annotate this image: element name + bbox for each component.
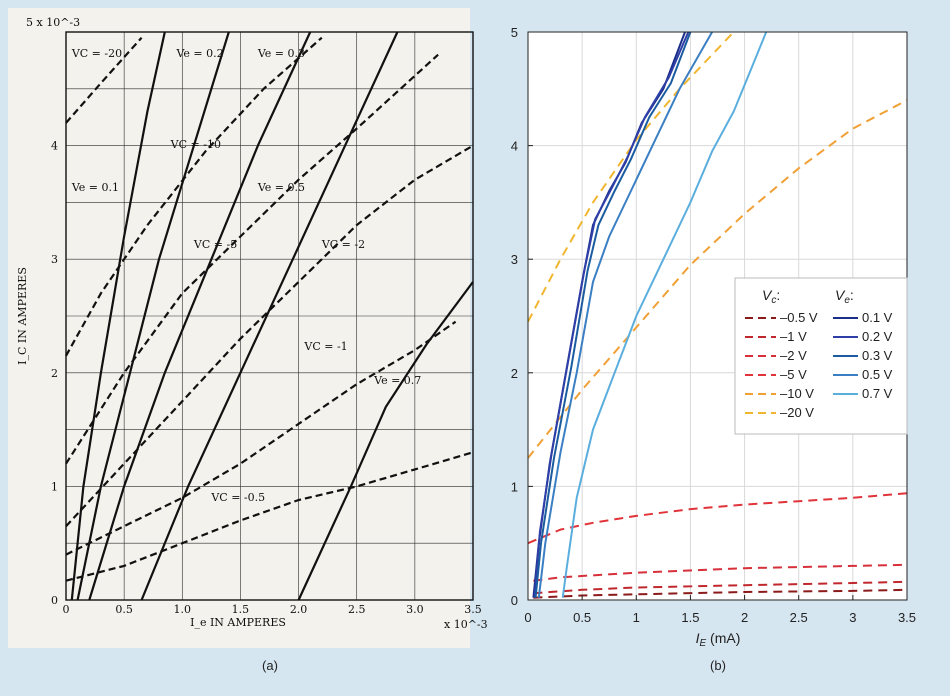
panel-a-ytick: 1 [51, 480, 58, 493]
panel-b-ytick: 4 [511, 139, 518, 154]
panel-a-series-line [65, 144, 474, 527]
panel-a-annotation: VC = -20 [71, 47, 122, 60]
legend-vc-label: –2 V [780, 348, 807, 363]
panel-b-ytick: 0 [511, 593, 518, 608]
panel-b-legend: Vc: Ve: –0.5 V –1 V –2 V –5 V –10 V –20 V 0.1 … [734, 277, 908, 435]
panel-a-series-line [65, 36, 143, 124]
panel-a-grid [66, 32, 473, 600]
panel-a-frame [65, 31, 474, 601]
panel-b-series [527, 31, 908, 599]
panel-a-tick-labels: 0 0.5 1.0 1.5 2.0 2.5 3.0 3.5 0 1 2 3 4 [51, 140, 482, 616]
panel-a-annotation: Ve = 0.5 [257, 181, 305, 194]
panel-b-ytick: 5 [511, 25, 518, 40]
panel-b-xtick: 1.5 [681, 610, 699, 625]
panel-a-xtick: 1.5 [232, 603, 250, 616]
legend-ve-label: 0.3 V [862, 348, 893, 363]
legend-vc-label: –1 V [780, 329, 807, 344]
panel-b-ytick: 2 [511, 366, 518, 381]
panel-a-annotation: Ve = 0.3 [257, 47, 305, 60]
panel-b-series-line [533, 580, 908, 595]
panel-a-annotations: VC = -20 Ve = 0.2 Ve = 0.3 VC = -10 Ve = 0.1… [71, 47, 421, 504]
panel-a-ytick: 0 [51, 594, 58, 607]
panel-a-series [65, 31, 474, 601]
panel-b-series-line [534, 31, 692, 598]
panel-a-series-line [76, 31, 230, 601]
panel-b-xtick: 2.5 [790, 610, 808, 625]
panel-b-chart: 0 0.5 1 1.5 2 2.5 3 3.5 0 1 2 3 4 5 IE (mA) Vc: Ve: –… [511, 25, 916, 649]
legend-vc-label: –5 V [780, 367, 807, 382]
panel-a-xtick: 0 [63, 603, 70, 616]
panel-a-xlabel: I_e IN AMPERES [190, 616, 286, 629]
caption-a: (a) [262, 658, 278, 673]
panel-a-series-line [88, 31, 312, 601]
panel-b-series-line [533, 588, 908, 599]
legend-ve-label: 0.5 V [862, 367, 893, 382]
panel-b-series-line [537, 31, 713, 598]
legend-vc-header: Vc: [762, 287, 780, 306]
panel-a-annotation: VC = -1 [303, 340, 347, 353]
panel-a-series-line [70, 31, 166, 601]
legend-vc-label: –0.5 V [780, 310, 818, 325]
panel-a-series-line [140, 31, 399, 601]
panel-a-series-line [297, 281, 474, 601]
panel-b-series-line [533, 31, 690, 598]
panel-a-xtick: 2.5 [348, 603, 366, 616]
panel-a-ytick: 3 [51, 253, 58, 266]
panel-b-ytick: 3 [511, 252, 518, 267]
panel-a-ytick: 4 [51, 140, 58, 153]
panel-a-chart: 0 0.5 1.0 1.5 2.0 2.5 3.0 3.5 0 1 2 3 4 VC = -20 Ve =… [8, 8, 488, 648]
panel-a-x-scale: x 10^-3 [444, 618, 488, 631]
panel-a-xtick: 2.0 [290, 603, 308, 616]
panel-b-tick-labels: 0 0.5 1 1.5 2 2.5 3 3.5 0 1 2 3 4 5 [511, 25, 916, 625]
legend-ve-label: 0.2 V [862, 329, 893, 344]
panel-a-series-line [65, 36, 323, 357]
panel-a-xtick: 3.0 [406, 603, 424, 616]
panel-a-annotation: VC = -10 [170, 138, 221, 151]
panel-a-annotation: Ve = 0.7 [373, 374, 421, 387]
panel-a-ytick: 2 [51, 367, 58, 380]
panel-b-xtick: 0.5 [573, 610, 591, 625]
legend-ve-label: 0.1 V [862, 310, 893, 325]
legend-ve-header: Ve: [835, 287, 854, 306]
panel-b-series-line [527, 492, 908, 545]
panel-b-xtick: 3 [849, 610, 856, 625]
caption-b: (b) [710, 658, 726, 673]
panel-b-series-line [533, 563, 908, 582]
panel-a-annotation: VC = -2 [321, 238, 365, 251]
panel-b-xlabel: IE (mA) [696, 630, 741, 649]
legend-vc-label: –10 V [780, 386, 814, 401]
panel-b-xtick: 0 [524, 610, 531, 625]
panel-a-series-line [65, 451, 474, 582]
panel-a-annotation: Ve = 0.1 [71, 181, 119, 194]
panel-a-annotation: VC = -5 [193, 238, 237, 251]
legend-vc-label: –20 V [780, 405, 814, 420]
panel-a-series-line [65, 320, 457, 556]
panel-b-xtick: 3.5 [898, 610, 916, 625]
panel-a-xtick: 0.5 [115, 603, 133, 616]
panel-b-xtick: 2 [741, 610, 748, 625]
panel-a-ylabel: I_C IN AMPERES [16, 267, 29, 365]
panel-b-series-line [561, 31, 768, 598]
panel-a-y-scale: 5 x 10^-3 [26, 16, 80, 29]
panel-b-ytick: 1 [511, 479, 518, 494]
panel-a-xtick: 3.5 [464, 603, 482, 616]
panel-b-series-line [527, 31, 735, 323]
legend-ve-label: 0.7 V [862, 386, 893, 401]
panel-b-xtick: 1 [633, 610, 640, 625]
panel-a-xtick: 1.0 [174, 603, 192, 616]
legend-items: –0.5 V –1 V –2 V –5 V –10 V –20 V 0.1 V 0.2 V 0.… [745, 310, 893, 420]
panel-b-series-line [527, 99, 908, 459]
panel-a-series-line [65, 53, 439, 465]
panel-a-annotation: Ve = 0.2 [175, 47, 223, 60]
panel-a-annotation: VC = -0.5 [210, 491, 265, 504]
